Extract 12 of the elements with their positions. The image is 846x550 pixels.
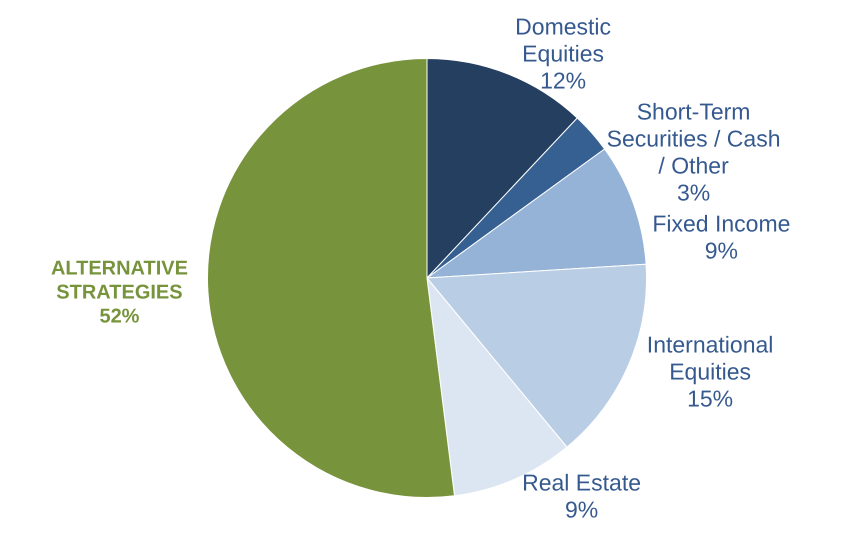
slice-label: ALTERNATIVE STRATEGIES — [50, 258, 188, 304]
data-label: 3% — [676, 180, 710, 206]
data-label: 9% — [564, 496, 598, 523]
slice-label: International Equities — [646, 331, 774, 384]
data-label: 9% — [704, 238, 738, 264]
data-label: 12% — [540, 68, 586, 94]
data-label: 15% — [687, 385, 734, 412]
slice-label: Domestic Equities — [515, 14, 612, 67]
slice-label: Real Estate — [522, 470, 642, 496]
data-label: 52% — [99, 306, 140, 328]
slice-label: Short-Term Securities / Cash / Other — [606, 98, 781, 179]
slice-label: Fixed Income — [652, 210, 790, 237]
